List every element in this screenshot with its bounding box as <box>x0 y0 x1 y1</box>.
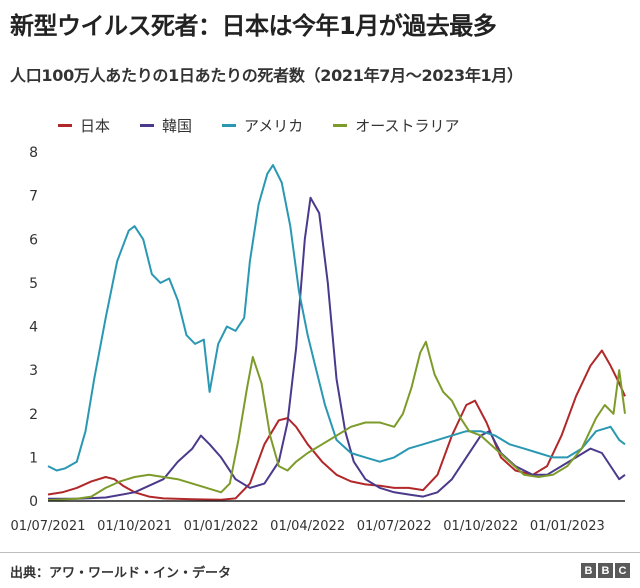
legend-swatch-korea <box>140 124 155 127</box>
bbc-logo-letter-2: B <box>598 563 613 578</box>
x-tick-label: 01/10/2021 <box>97 519 172 534</box>
series-line-1 <box>48 196 626 500</box>
y-tick-label: 5 <box>29 276 38 292</box>
y-tick-label: 3 <box>29 363 38 379</box>
legend-label-japan: 日本 <box>80 117 111 135</box>
bbc-logo: B B C <box>581 563 630 578</box>
y-tick-label: 8 <box>29 145 38 161</box>
series-line-2 <box>47 164 626 472</box>
chart-legend: 日本 韓国 アメリカ オーストラリア <box>58 115 460 136</box>
legend-item-australia: オーストラリア <box>333 115 460 136</box>
legend-swatch-usa <box>222 124 237 127</box>
legend-item-japan: 日本 <box>58 115 110 136</box>
x-tick-label: 01/07/2021 <box>11 519 86 534</box>
legend-item-usa: アメリカ <box>222 115 303 136</box>
x-tick-label: 01/04/2022 <box>270 519 345 534</box>
page-title: 新型ウイルス死者：日本は今年1月が過去最多 <box>10 12 497 40</box>
x-tick-label: 01/10/2022 <box>443 519 518 534</box>
source-note: 出典：アワ・ワールド・イン・データ <box>10 566 232 581</box>
x-tick-label: 01/07/2022 <box>357 519 432 534</box>
y-tick-label: 1 <box>29 450 38 466</box>
bbc-logo-letter-3: C <box>615 563 630 578</box>
series-line-3 <box>47 340 626 502</box>
page-subtitle: 人口100万人あたりの1日あたりの死者数（2021年7月〜2023年1月） <box>10 66 523 85</box>
legend-label-korea: 韓国 <box>162 117 193 135</box>
y-tick-label: 7 <box>29 189 38 205</box>
y-tick-label: 2 <box>29 407 38 423</box>
legend-swatch-australia <box>333 124 348 127</box>
legend-label-australia: オーストラリア <box>355 117 460 135</box>
legend-label-usa: アメリカ <box>244 117 304 135</box>
bbc-logo-letter-1: B <box>581 563 596 578</box>
legend-swatch-japan <box>58 124 72 127</box>
y-tick-label: 0 <box>29 494 38 510</box>
x-tick-label: 01/01/2022 <box>184 519 259 534</box>
x-tick-label: 01/01/2023 <box>530 519 605 534</box>
y-tick-label: 6 <box>29 232 38 248</box>
y-tick-label: 4 <box>29 320 38 336</box>
legend-item-korea: 韓国 <box>140 115 192 136</box>
footer-divider <box>0 552 640 553</box>
line-chart: 0 1 2 3 4 5 6 7 8 01/07/2021 01/10/2021 01/01/2022 0… <box>11 145 626 534</box>
